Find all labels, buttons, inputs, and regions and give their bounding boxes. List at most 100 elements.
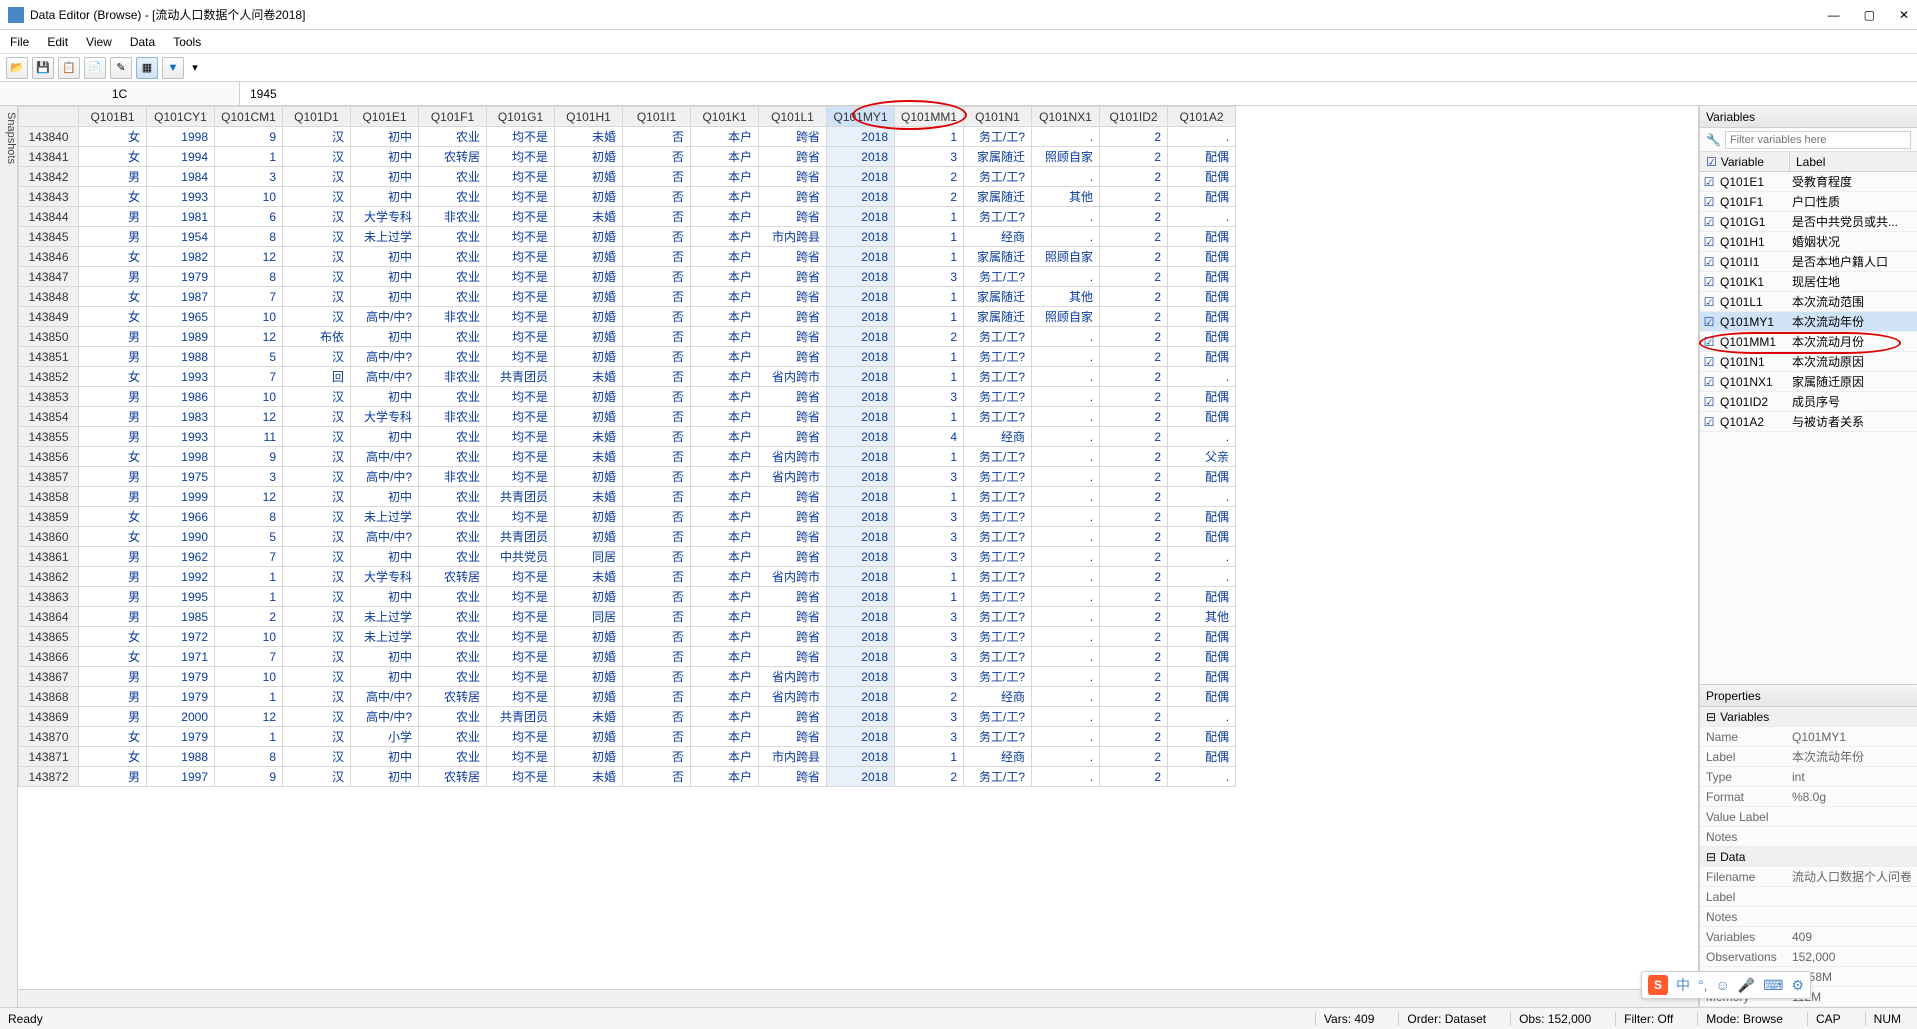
cell[interactable]: 2018 [827, 167, 895, 187]
cell[interactable]: 初中 [351, 547, 419, 567]
cell[interactable]: 均不是 [487, 727, 555, 747]
col-header[interactable]: Q101I1 [623, 107, 691, 127]
cell[interactable]: 1988 [147, 747, 215, 767]
cell[interactable]: 10 [215, 667, 283, 687]
cell[interactable]: 汉 [283, 187, 351, 207]
cell[interactable]: 小学 [351, 727, 419, 747]
cell[interactable]: 跨省 [759, 647, 827, 667]
cell[interactable]: 均不是 [487, 607, 555, 627]
cell[interactable]: . [1032, 727, 1100, 747]
cell[interactable]: 2018 [827, 307, 895, 327]
cell[interactable]: 汉 [283, 247, 351, 267]
cell[interactable]: 否 [623, 247, 691, 267]
cell[interactable]: 农转居 [419, 567, 487, 587]
cell[interactable]: 3 [895, 547, 964, 567]
cell[interactable]: 2018 [827, 547, 895, 567]
cell[interactable]: 务工/工? [964, 467, 1032, 487]
cell[interactable]: 女 [79, 527, 147, 547]
cell[interactable]: 2018 [827, 187, 895, 207]
row-header[interactable]: 143842 [19, 167, 79, 187]
cell[interactable]: 农业 [419, 727, 487, 747]
checkbox-icon[interactable]: ☑ [1700, 315, 1718, 329]
cell[interactable]: 配偶 [1168, 507, 1236, 527]
cell[interactable]: 农业 [419, 587, 487, 607]
cell[interactable]: 家属随迁 [964, 247, 1032, 267]
cell[interactable]: 配偶 [1168, 687, 1236, 707]
property-group[interactable]: ⊟Data [1700, 847, 1917, 867]
cell[interactable]: 男 [79, 607, 147, 627]
cell[interactable]: 3 [895, 727, 964, 747]
cell[interactable]: 2 [1100, 447, 1168, 467]
cell[interactable]: 否 [623, 447, 691, 467]
cell[interactable]: 男 [79, 587, 147, 607]
cell[interactable]: 非农业 [419, 367, 487, 387]
ime-punct-icon[interactable]: °, [1698, 977, 1708, 993]
cell[interactable]: 否 [623, 507, 691, 527]
cell[interactable]: 2 [1100, 607, 1168, 627]
cell[interactable]: 农业 [419, 427, 487, 447]
col-header[interactable]: Q101MM1 [895, 107, 964, 127]
cell[interactable]: 1998 [147, 127, 215, 147]
row-header[interactable]: 143846 [19, 247, 79, 267]
cell[interactable]: 初中 [351, 187, 419, 207]
cell[interactable]: 配偶 [1168, 167, 1236, 187]
cell[interactable]: 2 [1100, 387, 1168, 407]
cell[interactable]: 本户 [691, 187, 759, 207]
cell[interactable]: 照顾自家 [1032, 307, 1100, 327]
cell[interactable]: 1 [215, 587, 283, 607]
cell[interactable]: 2018 [827, 407, 895, 427]
cell[interactable]: 否 [623, 207, 691, 227]
cell[interactable]: 配偶 [1168, 347, 1236, 367]
cell[interactable]: 2 [1100, 647, 1168, 667]
cell[interactable]: 男 [79, 387, 147, 407]
cell[interactable]: 3 [895, 647, 964, 667]
cell[interactable]: . [1032, 567, 1100, 587]
variable-row[interactable]: ☑ Q101K1 现居住地 [1700, 272, 1917, 292]
cell[interactable]: 初婚 [555, 287, 623, 307]
cell[interactable]: 省内跨市 [759, 367, 827, 387]
variable-list[interactable]: ☑ Q101E1 受教育程度 ☑ Q101F1 户口性质 ☑ Q101G1 是否… [1700, 172, 1917, 684]
cell[interactable]: 4 [895, 427, 964, 447]
cell[interactable]: . [1032, 327, 1100, 347]
save-icon[interactable]: 💾 [32, 57, 54, 79]
cell[interactable]: 2018 [827, 487, 895, 507]
cell[interactable]: 2018 [827, 667, 895, 687]
checkbox-icon[interactable]: ☑ [1700, 415, 1718, 429]
cell[interactable]: 跨省 [759, 347, 827, 367]
cell[interactable]: 否 [623, 327, 691, 347]
cell[interactable]: 汉 [283, 307, 351, 327]
cell[interactable]: 2 [215, 607, 283, 627]
cell[interactable]: 均不是 [487, 267, 555, 287]
cell[interactable]: 女 [79, 447, 147, 467]
row-header[interactable]: 143855 [19, 427, 79, 447]
cell[interactable]: 1985 [147, 607, 215, 627]
row-header[interactable]: 143863 [19, 587, 79, 607]
col-header[interactable]: Q101L1 [759, 107, 827, 127]
cell[interactable]: 1962 [147, 547, 215, 567]
cell[interactable]: 2 [1100, 467, 1168, 487]
cell[interactable]: 2018 [827, 227, 895, 247]
cell[interactable]: . [1032, 407, 1100, 427]
cell[interactable]: 1 [895, 587, 964, 607]
col-header[interactable]: Q101F1 [419, 107, 487, 127]
cell[interactable]: 否 [623, 187, 691, 207]
cell[interactable]: 省内跨市 [759, 447, 827, 467]
cell[interactable]: 本户 [691, 507, 759, 527]
close-button[interactable]: ✕ [1899, 8, 1909, 22]
col-header[interactable]: Q101D1 [283, 107, 351, 127]
checkbox-icon[interactable]: ☑ [1700, 375, 1718, 389]
cell[interactable]: 本户 [691, 287, 759, 307]
cell[interactable]: 均不是 [487, 767, 555, 787]
cell[interactable]: 9 [215, 127, 283, 147]
menu-data[interactable]: Data [130, 35, 155, 49]
cell[interactable]: 跨省 [759, 487, 827, 507]
col-header[interactable]: Q101K1 [691, 107, 759, 127]
cell[interactable]: 其他 [1032, 187, 1100, 207]
cell[interactable]: 初婚 [555, 687, 623, 707]
cell[interactable]: . [1168, 767, 1236, 787]
cell[interactable]: 农业 [419, 167, 487, 187]
cell[interactable]: 1982 [147, 247, 215, 267]
cell[interactable]: 未婚 [555, 767, 623, 787]
variable-row[interactable]: ☑ Q101MY1 本次流动年份 [1700, 312, 1917, 332]
row-header[interactable]: 143857 [19, 467, 79, 487]
